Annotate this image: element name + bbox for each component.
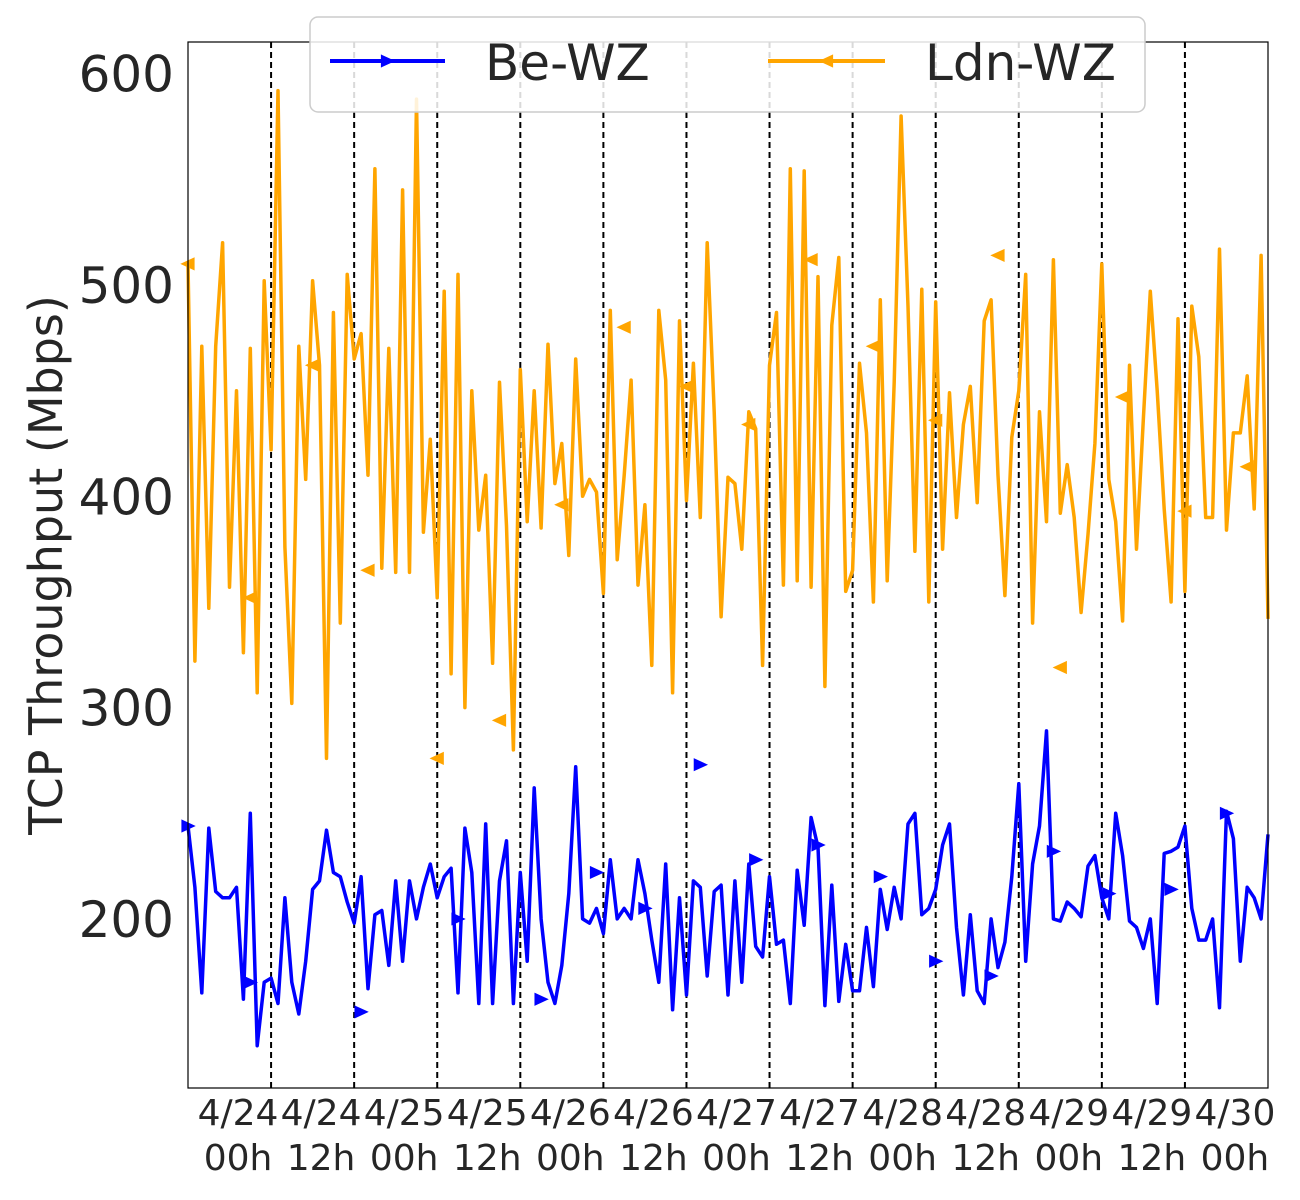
series-marker-be-wz [1164, 882, 1179, 896]
series-marker-be-wz [811, 838, 826, 852]
plot-area [180, 42, 1270, 1088]
series-marker-be-wz [693, 758, 709, 772]
x-tick-label: 00h [536, 1138, 605, 1179]
x-tick-label: 00h [868, 1138, 937, 1179]
series-marker-ldn-wz [1177, 504, 1192, 518]
series-marker-be-wz [354, 1005, 369, 1019]
x-tick-label: 12h [951, 1138, 1020, 1179]
series-marker-be-wz [1046, 844, 1062, 858]
x-tick-label: 4/28 [862, 1093, 943, 1134]
x-tick-label: 12h [785, 1138, 854, 1179]
legend-label: Ldn-WZ [925, 34, 1116, 92]
series-marker-ldn-wz [616, 320, 631, 334]
series-marker-ldn-wz [554, 498, 569, 512]
legend-marker-swatch [380, 54, 396, 68]
series-marker-be-wz [451, 912, 466, 926]
series-marker-be-wz [1102, 886, 1117, 901]
y-tick-label: 600 [79, 46, 174, 104]
series-marker-be-wz [589, 865, 605, 880]
y-tick-label: 300 [79, 680, 174, 738]
x-tick-label: 4/29 [1111, 1093, 1192, 1134]
x-tick-label: 4/24 [281, 1093, 362, 1134]
series-marker-ldn-wz [741, 417, 756, 432]
x-tick-label: 00h [1034, 1138, 1103, 1179]
x-tick-label: 4/25 [447, 1093, 528, 1134]
x-tick-label: 12h [619, 1138, 688, 1179]
x-tick-label: 4/27 [779, 1093, 860, 1134]
series-marker-be-wz [873, 870, 889, 884]
x-tick-label: 4/24 [198, 1093, 279, 1134]
axes: 2003004005006004/2400h4/2412h4/2500h4/25… [79, 41, 1276, 1179]
series-marker-ldn-wz [491, 713, 507, 727]
series-marker-ldn-wz [429, 751, 444, 765]
series-marker-be-wz [534, 992, 549, 1006]
x-tick-label: 12h [453, 1138, 522, 1179]
series-marker-ldn-wz [360, 563, 375, 577]
y-tick-label: 200 [79, 891, 174, 949]
series-marker-be-wz [638, 901, 653, 915]
x-tick-label: 12h [287, 1138, 356, 1179]
series-marker-ldn-wz [1052, 660, 1067, 675]
series-marker-be-wz [749, 853, 764, 867]
series-marker-ldn-wz [803, 253, 818, 267]
x-tick-label: 4/27 [696, 1093, 777, 1134]
x-tick-label: 00h [370, 1138, 439, 1179]
x-tick-label: 4/30 [1195, 1093, 1276, 1134]
x-tick-label: 4/26 [530, 1093, 611, 1134]
x-tick-label: 4/29 [1028, 1093, 1109, 1134]
legend-label: Be-WZ [485, 34, 650, 92]
y-tick-label: 400 [79, 468, 174, 526]
series-marker-ldn-wz [1239, 460, 1254, 474]
series-marker-be-wz [1219, 806, 1235, 820]
series-marker-be-wz [929, 954, 944, 968]
x-tick-label: 4/26 [613, 1093, 694, 1134]
series-line-be-wz [186, 729, 1270, 1048]
series-marker-ldn-wz [1114, 390, 1130, 404]
x-tick-label: 4/28 [945, 1093, 1026, 1134]
series-marker-ldn-wz [678, 379, 694, 394]
series-marker-ldn-wz [990, 248, 1005, 263]
series-marker-ldn-wz [865, 339, 880, 353]
x-tick-label: 12h [1118, 1138, 1187, 1179]
x-tick-label: 00h [204, 1138, 273, 1179]
x-tick-label: 4/25 [364, 1093, 445, 1134]
legend-box [309, 16, 1146, 113]
series-line-ldn-wz [186, 88, 1270, 761]
y-axis-label: TCP Throughput (Mbps) [19, 295, 73, 836]
series-marker-ldn-wz [304, 358, 320, 372]
series-marker-ldn-wz [242, 591, 257, 605]
y-tick-label: 500 [79, 257, 174, 315]
series-marker-ldn-wz [927, 413, 943, 427]
series-marker-be-wz [243, 975, 259, 989]
x-tick-label: 00h [1201, 1138, 1270, 1179]
legend-marker-swatch [818, 54, 834, 68]
series-marker-be-wz [984, 969, 999, 983]
legend: Be-WZ Ldn-WZ [309, 16, 1146, 113]
x-tick-label: 00h [702, 1138, 771, 1179]
